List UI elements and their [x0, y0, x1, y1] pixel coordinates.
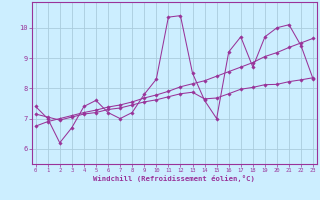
X-axis label: Windchill (Refroidissement éolien,°C): Windchill (Refroidissement éolien,°C): [93, 175, 255, 182]
